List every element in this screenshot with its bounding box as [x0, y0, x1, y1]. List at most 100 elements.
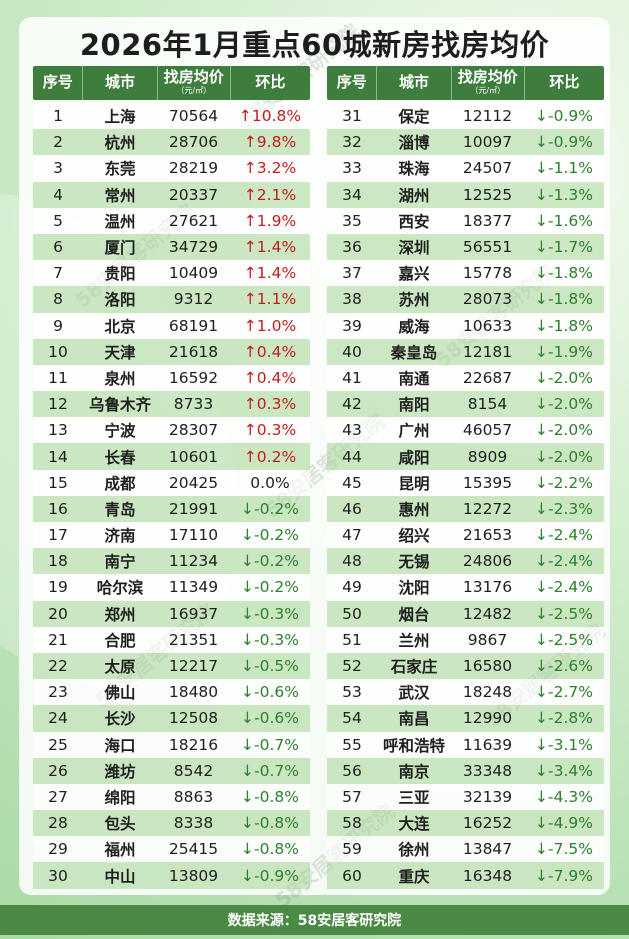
change-cell: ↑0.3% — [243, 421, 297, 440]
rank-cell: 54 — [342, 709, 362, 728]
change-cell: ↓-2.0% — [535, 447, 593, 466]
page-title: 2026年1月重点60城新房找房均价 — [79, 28, 550, 62]
city-cell: 无锡 — [398, 553, 430, 572]
rank-cell: 48 — [342, 552, 362, 571]
table-row: 51 兰州 9867 ↓-2.5% — [327, 626, 604, 653]
table-row: 32 淄博 10097 ↓-0.9% — [327, 129, 604, 156]
rank-cell: 28 — [48, 814, 68, 833]
table-row: 33 珠海 24507 ↓-1.1% — [327, 155, 604, 182]
city-cell: 洛阳 — [104, 291, 136, 310]
change-cell: ↑1.0% — [243, 316, 297, 335]
city-cell: 淄博 — [398, 134, 430, 153]
table-row: 18 南宁 11234 ↓-0.2% — [33, 548, 310, 575]
price-cell: 25415 — [168, 840, 219, 859]
city-cell: 常州 — [104, 186, 136, 205]
rank-cell: 42 — [342, 395, 362, 414]
table-row: 37 嘉兴 15778 ↓-1.8% — [327, 260, 604, 287]
table-row: 3 东莞 28219 ↑3.2% — [33, 155, 310, 182]
price-cell: 16348 — [462, 866, 513, 885]
rank-cell: 29 — [48, 840, 68, 859]
change-cell: ↓-4.3% — [535, 787, 593, 806]
change-cell: ↓-0.9% — [535, 107, 593, 126]
change-cell: ↓-2.2% — [535, 473, 593, 492]
price-cell: 46057 — [462, 421, 513, 440]
rank-cell: 19 — [48, 578, 68, 597]
table-row: 44 咸阳 8909 ↓-2.0% — [327, 443, 604, 470]
price-cell: 8909 — [467, 447, 508, 466]
table-right: 序号 城市 找房均价 （元/㎡） 环比 31 保定 12112 ↓-0.9% 32 淄博 1… — [327, 66, 604, 889]
change-cell: ↓-1.8% — [535, 316, 593, 335]
city-cell: 昆明 — [398, 474, 430, 493]
rank-cell: 59 — [342, 840, 362, 859]
table-row: 10 天津 21618 ↑0.4% — [33, 338, 310, 365]
price-cell: 28219 — [168, 159, 219, 178]
rank-cell: 12 — [48, 395, 68, 414]
rank-cell: 8 — [53, 290, 63, 309]
price-cell: 28706 — [168, 133, 219, 152]
price-cell: 28073 — [462, 290, 513, 309]
table-row: 39 威海 10633 ↓-1.8% — [327, 312, 604, 339]
table-row: 13 宁波 28307 ↑0.3% — [33, 417, 310, 444]
price-cell: 10097 — [462, 133, 513, 152]
header-price: 找房均价 （元/㎡） — [452, 66, 525, 100]
change-cell: ↓-0.7% — [241, 761, 299, 780]
rank-cell: 30 — [48, 866, 68, 885]
table-row: 11 泉州 16592 ↑0.4% — [33, 364, 310, 392]
change-cell: ↑0.4% — [243, 342, 297, 361]
price-cell: 28307 — [168, 421, 219, 440]
city-cell: 武汉 — [398, 684, 430, 703]
table-row: 28 包头 8338 ↓-0.8% — [33, 810, 310, 837]
table-row: 6 厦门 34729 ↑1.4% — [33, 233, 310, 261]
table-row: 47 绍兴 21653 ↓-2.4% — [327, 522, 604, 549]
rank-cell: 9 — [53, 316, 63, 335]
city-cell: 杭州 — [104, 134, 136, 153]
table-row: 50 烟台 12482 ↓-2.5% — [327, 600, 604, 627]
city-cell: 烟台 — [398, 605, 430, 624]
table-row: 22 太原 12217 ↓-0.5% — [33, 652, 310, 680]
change-cell: ↓-0.5% — [241, 657, 299, 676]
table-row: 19 哈尔滨 11349 ↓-0.2% — [33, 574, 310, 601]
table-row: 8 洛阳 9312 ↑1.1% — [33, 286, 310, 313]
table-row: 9 北京 68191 ↑1.0% — [33, 312, 310, 339]
rank-cell: 33 — [342, 159, 362, 178]
change-cell: ↓-1.1% — [535, 159, 593, 178]
city-cell: 厦门 — [104, 239, 136, 258]
price-cell: 16252 — [462, 814, 513, 833]
source-footer: 数据来源：58安居客研究院 — [0, 905, 629, 935]
price-cell: 12217 — [168, 657, 219, 676]
rank-cell: 4 — [53, 185, 63, 204]
price-cell: 12525 — [462, 185, 513, 204]
header-price-unit: （元/㎡） — [470, 86, 506, 96]
change-cell: ↓-0.6% — [241, 683, 299, 702]
table-row: 55 呼和浩特 11639 ↓-3.1% — [327, 731, 604, 758]
rank-cell: 13 — [48, 421, 68, 440]
city-cell: 东莞 — [104, 160, 136, 179]
city-cell: 长沙 — [104, 710, 136, 729]
table-row: 5 温州 27621 ↑1.9% — [33, 207, 310, 234]
city-cell: 上海 — [104, 108, 136, 127]
change-cell: ↓-0.9% — [241, 866, 299, 885]
change-cell: ↓-2.6% — [535, 657, 593, 676]
table-row: 12 乌鲁木齐 8733 ↑0.3% — [33, 391, 310, 418]
price-cell: 9312 — [173, 290, 214, 309]
price-cell: 11639 — [462, 735, 513, 754]
table-row: 56 南京 33348 ↓-3.4% — [327, 757, 604, 784]
price-cell: 18248 — [462, 683, 513, 702]
rank-cell: 39 — [342, 316, 362, 335]
rank-cell: 5 — [53, 211, 63, 230]
city-cell: 南通 — [398, 369, 430, 388]
city-cell: 大连 — [398, 815, 430, 834]
price-cell: 12112 — [462, 107, 513, 126]
rank-cell: 58 — [342, 814, 362, 833]
change-cell: ↓-1.9% — [535, 342, 593, 361]
price-cell: 16580 — [462, 657, 513, 676]
city-cell: 郑州 — [104, 605, 136, 624]
rank-cell: 52 — [342, 657, 362, 676]
price-cell: 21351 — [168, 630, 219, 649]
price-cell: 10633 — [462, 316, 513, 335]
table-body-right: 31 保定 12112 ↓-0.9% 32 淄博 10097 ↓-0.9% 33 珠海 24507 ↓… — [327, 103, 604, 889]
table-row: 1 上海 70564 ↑10.8% — [33, 103, 310, 130]
table-row: 35 西安 18377 ↓-1.6% — [327, 207, 604, 234]
city-cell: 南昌 — [398, 710, 430, 729]
table-left: 序号 城市 找房均价 （元/㎡） 环比 1 上海 70564 ↑10.8% 2 杭州 287… — [33, 66, 310, 889]
